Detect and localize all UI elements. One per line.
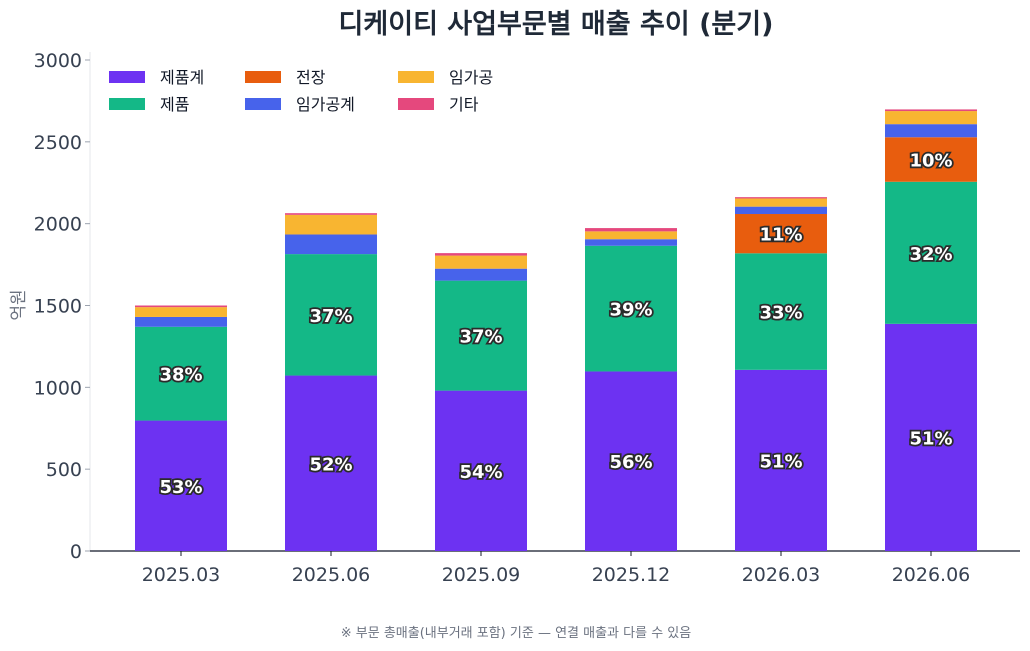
bar-segment — [885, 323, 977, 551]
data-label: 54% — [459, 462, 502, 483]
legend-label: 기타 — [449, 95, 479, 114]
data-label: 33% — [759, 303, 802, 324]
legend-label: 임가공 — [449, 68, 493, 87]
bar-segment — [285, 375, 377, 551]
bar-segment — [435, 280, 527, 391]
legend-swatch — [245, 71, 281, 83]
legend-label: 제품 — [160, 95, 189, 114]
bar-segment — [135, 420, 227, 551]
bar-segment — [735, 369, 827, 551]
bar-segment — [735, 198, 827, 207]
data-label: 10% — [909, 151, 952, 172]
x-tick-label: 2025.03 — [142, 564, 221, 586]
data-label: 56% — [609, 452, 652, 473]
data-label: 38% — [159, 365, 202, 386]
bar-segment — [735, 253, 827, 370]
bar-segment — [435, 268, 527, 281]
bar-segment — [885, 109, 977, 112]
bar-segment — [735, 206, 827, 215]
y-axis-label: 억원 — [9, 289, 29, 320]
bar-segment — [885, 124, 977, 138]
data-label: 52% — [309, 454, 352, 475]
data-label: 53% — [159, 477, 202, 498]
bar-segment — [885, 181, 977, 324]
x-tick-label: 2025.06 — [292, 564, 371, 586]
legend-label: 전장 — [296, 68, 326, 87]
legend-label: 임가공계 — [296, 95, 355, 114]
bar-segment — [735, 197, 827, 199]
data-label: 51% — [759, 451, 802, 472]
data-label: 11% — [759, 225, 802, 246]
data-label: 32% — [909, 244, 952, 265]
legend-swatch — [245, 98, 281, 110]
x-tick-label: 2026.03 — [742, 564, 821, 586]
bar-segment — [435, 390, 527, 551]
bar-segment — [735, 214, 827, 254]
bar-segment — [885, 137, 977, 182]
x-tick-label: 2025.12 — [592, 564, 671, 586]
legend-swatch — [398, 71, 434, 83]
y-tick-label: 2500 — [34, 132, 82, 154]
bar-segment — [885, 111, 977, 125]
bar-segment — [285, 214, 377, 235]
x-tick-label: 2025.09 — [442, 564, 521, 586]
data-label: 37% — [459, 327, 502, 348]
y-tick-label: 1000 — [34, 377, 82, 399]
bar-segment — [135, 316, 227, 327]
bar-segment — [585, 245, 677, 372]
legend-label: 제품계 — [160, 68, 204, 87]
data-label: 39% — [609, 300, 652, 321]
x-tick-label: 2026.06 — [892, 564, 971, 586]
legend-swatch — [109, 98, 145, 110]
bar-segment — [585, 239, 677, 246]
bar-segment — [585, 231, 677, 240]
data-label: 37% — [309, 306, 352, 327]
bar-segment — [585, 228, 677, 232]
plot-area: 0 500 1000 1500 2000 2500 3000 53% 38% 2025.03 52%… — [34, 50, 1020, 586]
data-label: 51% — [909, 428, 952, 449]
chart-title: 디케이티 사업부문별 매출 추이 (분기) — [339, 9, 774, 40]
bar-segment — [285, 213, 377, 215]
footnote: ※ 부문 총매출(내부거래 포함) 기준 — 연결 매출과 다를 수 있음 — [341, 626, 691, 641]
bar-segment — [135, 307, 227, 317]
bar-segment — [435, 253, 527, 256]
y-tick-label: 500 — [46, 459, 82, 481]
bar-segment — [135, 326, 227, 421]
y-tick-label: 0 — [70, 541, 82, 563]
bar-segment — [285, 234, 377, 255]
legend-swatch — [398, 98, 434, 110]
legend-swatch — [109, 71, 145, 83]
bar-segment — [135, 305, 227, 308]
bar-segment — [435, 255, 527, 269]
bar-segment — [585, 371, 677, 551]
y-tick-label: 1500 — [34, 296, 82, 318]
y-tick-label: 2000 — [34, 214, 82, 236]
bar-segment — [285, 254, 377, 376]
y-tick-label: 3000 — [34, 50, 82, 72]
